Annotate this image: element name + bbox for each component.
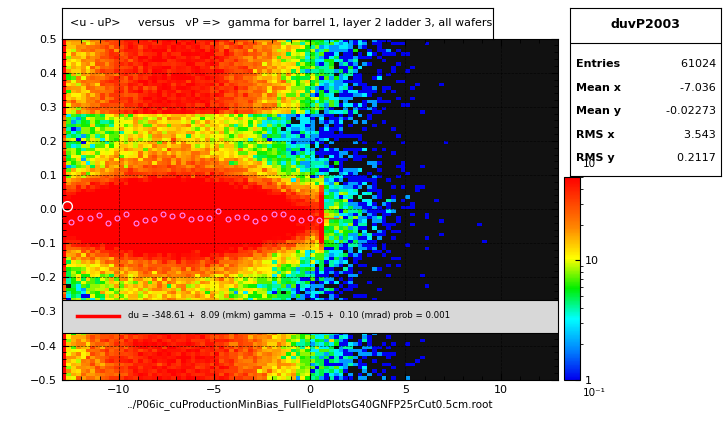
Text: RMS y: RMS y <box>576 153 615 163</box>
Text: 0.2117: 0.2117 <box>670 153 716 163</box>
Text: -0.02273: -0.02273 <box>659 106 716 116</box>
X-axis label: ../P06ic_cuProductionMinBias_FullFieldPlotsG40GNFP25rCut0.5cm.root: ../P06ic_cuProductionMinBias_FullFieldPl… <box>127 399 493 410</box>
Text: 61024: 61024 <box>674 59 716 69</box>
Bar <box>62 299 558 332</box>
Text: Mean y: Mean y <box>576 106 621 116</box>
Text: 3.543: 3.543 <box>677 130 716 140</box>
Text: RMS x: RMS x <box>576 130 614 140</box>
Text: Mean x: Mean x <box>576 83 621 93</box>
Text: 10: 10 <box>582 159 595 169</box>
Text: du = -348.61 +  8.09 (mkm) gamma =  -0.15 +  0.10 (mrad) prob = 0.001: du = -348.61 + 8.09 (mkm) gamma = -0.15 … <box>128 311 451 320</box>
Text: -7.036: -7.036 <box>674 83 716 93</box>
Text: Entries: Entries <box>576 59 620 69</box>
Text: duvP2003: duvP2003 <box>610 18 680 31</box>
Text: <u - uP>     versus   vP =>  gamma for barrel 1, layer 2 ladder 3, all wafers: <u - uP> versus vP => gamma for barrel 1… <box>70 18 492 28</box>
Text: 10⁻¹: 10⁻¹ <box>582 388 605 398</box>
